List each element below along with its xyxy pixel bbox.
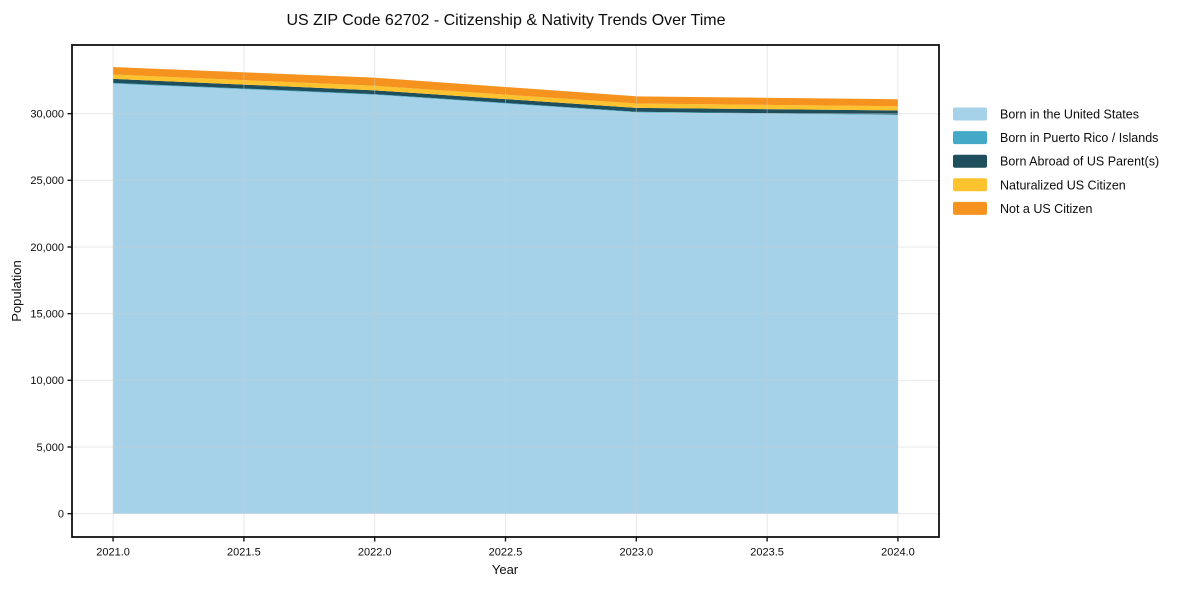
chart-title: US ZIP Code 62702 - Citizenship & Nativi… — [287, 12, 726, 29]
x-tick-label: 2024.0 — [881, 547, 915, 559]
x-tick-label: 2022.5 — [489, 547, 523, 559]
x-tick-label: 2023.5 — [750, 547, 784, 559]
x-tick-label: 2022.0 — [358, 547, 392, 559]
axis-ticks — [67, 112, 899, 542]
legend-item: Born in the United States — [953, 107, 1139, 122]
area-series-2 — [113, 78, 898, 115]
y-tick-label: 15,000 — [30, 309, 64, 321]
axis-tick-labels: 2021.0 2021.5 2022.0 2022.5 2023.0 2023.5 2024… — [30, 109, 914, 559]
area-series-3 — [113, 74, 898, 111]
legend-swatch — [953, 131, 987, 145]
y-axis-label: Population — [9, 260, 24, 321]
x-tick-label: 2021.0 — [96, 547, 130, 559]
legend-swatch — [953, 107, 987, 121]
gridlines — [72, 45, 939, 537]
area-series-0 — [113, 83, 898, 514]
x-tick-label: 2023.0 — [619, 547, 653, 559]
legend-item: Born in Puerto Rico / Islands — [953, 131, 1158, 145]
legend-item: Born Abroad of US Parent(s) — [953, 154, 1159, 169]
legend-item-label: Born Abroad of US Parent(s) — [1000, 155, 1159, 169]
area-series-4 — [113, 67, 898, 107]
legend-item: Not a US Citizen — [953, 201, 1092, 216]
y-tick-label: 10,000 — [30, 375, 64, 387]
legend-item-label: Born in Puerto Rico / Islands — [1000, 131, 1158, 145]
legend-item-label: Not a US Citizen — [1000, 202, 1092, 216]
y-tick-label: 30,000 — [30, 109, 64, 121]
legend-item-label: Naturalized US Citizen — [1000, 178, 1126, 192]
y-tick-label: 25,000 — [30, 175, 64, 187]
legend-swatch — [953, 154, 987, 168]
x-axis-label: Year — [492, 562, 519, 577]
y-tick-label: 20,000 — [30, 242, 64, 254]
y-tick-label: 0 — [58, 509, 64, 521]
legend-item: Naturalized US Citizen — [953, 178, 1126, 192]
y-tick-label: 5,000 — [36, 442, 64, 454]
x-tick-label: 2021.5 — [227, 547, 261, 559]
legend-swatch — [953, 178, 987, 192]
legend: Born in the United States Born in Puerto … — [953, 107, 1159, 216]
legend-swatch — [953, 201, 987, 215]
legend-item-label: Born in the United States — [1000, 108, 1139, 122]
stacked-areas — [113, 67, 898, 514]
